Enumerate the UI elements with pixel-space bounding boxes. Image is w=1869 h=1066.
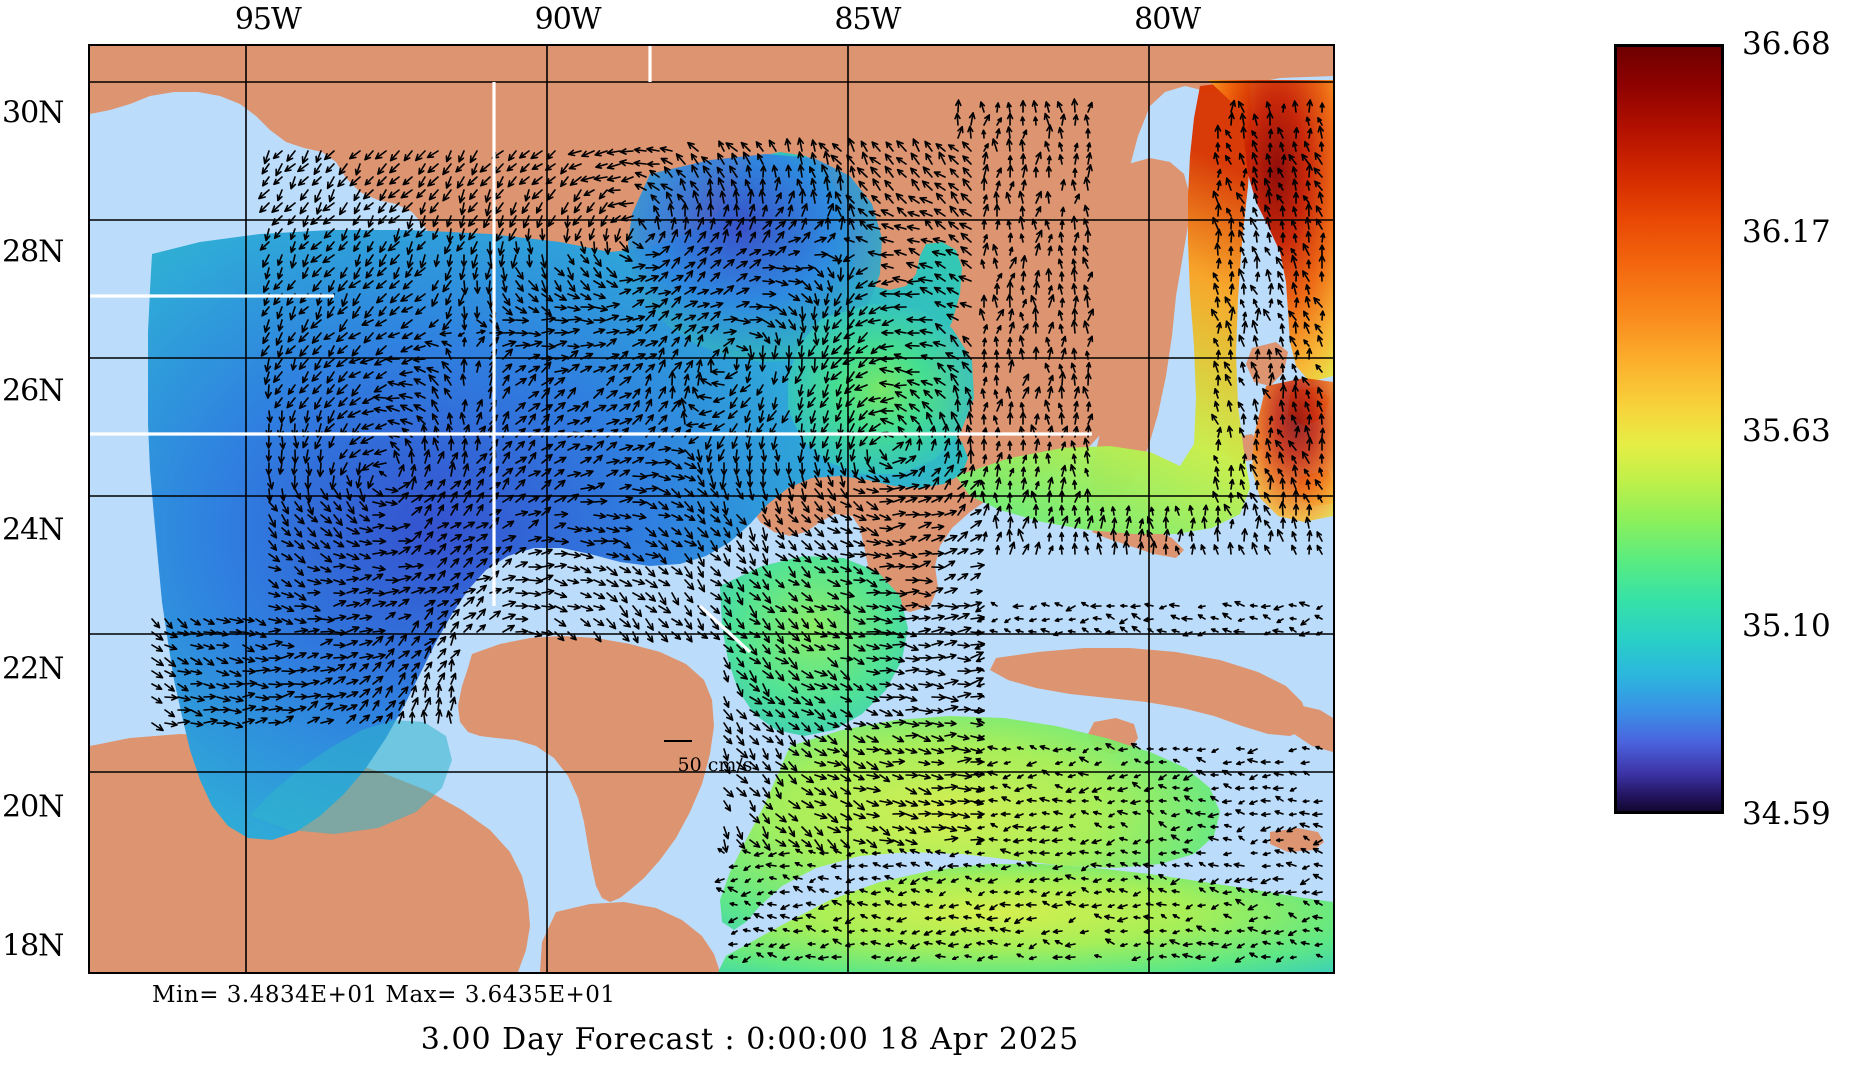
lat-tick-26N: 26N bbox=[2, 373, 64, 409]
colorbar-gradient bbox=[1614, 44, 1724, 814]
lon-tick-90W: 90W bbox=[534, 2, 602, 37]
landmass-florida bbox=[1090, 158, 1190, 512]
forecast-title: 3.00 Day Forecast : 0:00:00 18 Apr 2025 bbox=[420, 1022, 1080, 1057]
vector-scale-key: 50 cm/s bbox=[650, 740, 780, 776]
map-panel[interactable] bbox=[88, 44, 1335, 974]
landmass-cuba-east bbox=[1286, 704, 1333, 752]
lon-tick-80W: 80W bbox=[1134, 2, 1201, 37]
field-florida-straits bbox=[956, 80, 1252, 534]
vector-scale-label: 50 cm/s bbox=[677, 754, 753, 776]
colorbar-tick-1: 36.17 bbox=[1742, 213, 1831, 250]
lat-tick-22N: 22N bbox=[2, 651, 64, 687]
section-line-diag bbox=[698, 604, 752, 654]
colorbar-tick-0: 36.68 bbox=[1742, 26, 1831, 62]
lat-tick-20N: 20N bbox=[2, 789, 64, 825]
map-canvas bbox=[90, 46, 1333, 972]
lat-tick-28N: 28N bbox=[2, 234, 64, 270]
lon-tick-95W: 95W bbox=[234, 2, 302, 37]
lat-tick-24N: 24N bbox=[2, 512, 64, 548]
colorbar-tick-4: 34.59 bbox=[1742, 796, 1831, 832]
landmass-jamaica bbox=[1270, 828, 1324, 852]
field-ne-gulf bbox=[628, 154, 882, 362]
minmax-readout: Min= 3.4834E+01 Max= 3.6435E+01 bbox=[152, 982, 616, 1008]
field-atlantic-south bbox=[1252, 378, 1333, 522]
colorbar-container bbox=[1614, 44, 1724, 814]
field-loop-current bbox=[788, 304, 974, 474]
colorbar-tick-3: 35.10 bbox=[1742, 608, 1831, 645]
lat-tick-18N: 18N bbox=[2, 928, 64, 964]
lon-tick-85W: 85W bbox=[834, 2, 901, 37]
vector-scale-arrow bbox=[664, 740, 692, 742]
field-caribbean bbox=[718, 864, 1333, 972]
section-lines bbox=[90, 46, 1092, 654]
current-vectors bbox=[151, 98, 1326, 963]
velocity-arrows bbox=[151, 98, 1326, 963]
graticule bbox=[90, 46, 1333, 972]
landmass-yucatan bbox=[458, 636, 714, 902]
landmass-central-america bbox=[540, 902, 720, 972]
field-campeche bbox=[250, 720, 452, 834]
lat-tick-30N: 30N bbox=[2, 95, 64, 131]
colorbar-tick-2: 35.63 bbox=[1742, 412, 1831, 449]
